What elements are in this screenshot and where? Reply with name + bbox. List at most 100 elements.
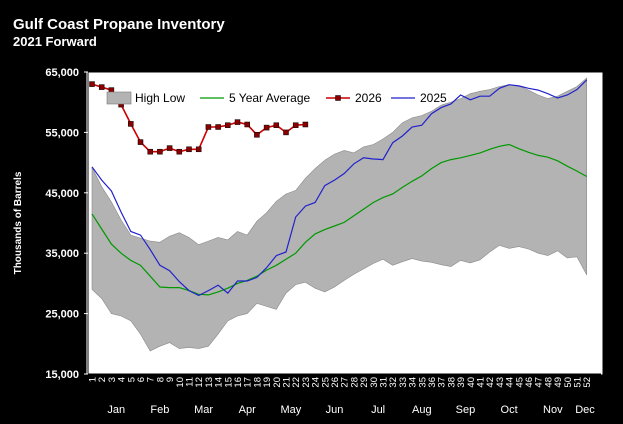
x-tick-label: 11 [185, 377, 196, 387]
legend-label-2026: 2026 [355, 91, 382, 105]
legend-label-2025: 2025 [420, 91, 447, 105]
x-tick-label: 20 [272, 377, 283, 388]
month-label: Jan [107, 404, 125, 416]
series-point-2026 [273, 122, 280, 128]
x-tick-label: 47 [534, 377, 545, 388]
y-tick-label: 45,000 [45, 188, 79, 200]
series-point-2026 [254, 132, 260, 138]
x-tick-label: 41 [476, 377, 487, 388]
legend-label-5-year-average: 5 Year Average [229, 91, 311, 105]
series-point-2026 [244, 121, 250, 128]
x-tick-label: 28 [349, 377, 360, 388]
month-label: Jul [371, 404, 385, 416]
y-axis: 15,000 25,000 35,000 45,000 55,000 65,000 [45, 67, 88, 381]
x-tick-label: 4 [117, 377, 128, 382]
series-point-2026 [166, 145, 173, 151]
series-point-2026 [137, 139, 144, 145]
x-tick-label: 25 [320, 377, 331, 388]
x-tick-label: 27 [340, 377, 351, 388]
series-point-2026 [147, 148, 153, 155]
x-tick-label: 37 [437, 377, 448, 388]
x-tick-label: 24 [311, 377, 322, 388]
series-point-2026 [292, 122, 299, 128]
x-tick-label: 1 [88, 377, 99, 382]
x-tick-label: 6 [136, 377, 147, 382]
series-point-2026 [186, 146, 192, 153]
x-tick-label: 7 [146, 377, 157, 382]
month-label: May [281, 404, 302, 416]
x-tick-label: 8 [155, 377, 166, 382]
x-tick-label: 32 [388, 377, 399, 388]
month-label: Jun [326, 404, 344, 416]
chart-title: Gulf Coast Propane Inventory [13, 16, 225, 33]
x-tick-label: 16 [233, 377, 244, 388]
legend-label-high-low: High Low [135, 91, 185, 105]
x-tick-label: 46 [524, 377, 535, 388]
legend-item-2026: 2026 [326, 91, 382, 105]
x-tick-label: 22 [291, 377, 302, 388]
x-tick-label: 45 [514, 377, 525, 388]
series-point-2026 [234, 119, 241, 125]
chart-subtitle: 2021 Forward [13, 34, 97, 49]
x-tick-label: 14 [214, 377, 225, 388]
x-tick-label: 52 [582, 377, 593, 388]
legend-item-2025: 2025 [391, 91, 447, 105]
month-label: Oct [501, 404, 518, 416]
month-label: Feb [150, 404, 169, 416]
series-point-2026 [157, 148, 163, 155]
x-tick-label: 29 [359, 377, 370, 388]
y-tick-label: 15,000 [45, 369, 79, 381]
x-tick-label: 49 [553, 377, 564, 388]
legend-swatch-high-low [106, 91, 132, 105]
x-tick-label: 13 [204, 377, 215, 388]
series-point-2026 [128, 121, 134, 127]
x-axis: 1234567891011121314151617181920212223242… [88, 374, 595, 416]
month-label: Nov [543, 404, 563, 416]
series-point-2026 [89, 81, 95, 87]
x-tick-label: 38 [446, 377, 457, 388]
month-label: Aug [412, 404, 432, 416]
x-tick-label: 44 [505, 377, 516, 388]
x-tick-label: 43 [495, 377, 506, 388]
x-tick-label: 40 [466, 377, 477, 388]
y-tick-label: 55,000 [45, 127, 79, 139]
x-tick-label: 39 [456, 377, 467, 388]
high-low-band [91, 77, 587, 352]
x-tick-label: 2 [97, 377, 108, 382]
legend-item-5-year-average: 5 Year Average [200, 91, 311, 105]
month-label: Sep [456, 404, 476, 416]
y-axis-label: Thousands of Barrels [13, 171, 24, 274]
series-point-2026 [176, 148, 183, 155]
x-tick-label: 12 [194, 377, 205, 388]
x-tick-label: 50 [563, 377, 574, 388]
x-tick-label: 31 [379, 377, 390, 388]
x-tick-label: 9 [165, 377, 176, 382]
x-tick-label: 51 [573, 377, 584, 388]
y-tick-label: 35,000 [45, 248, 79, 260]
series-point-2026 [215, 124, 221, 130]
x-tick-label: 21 [282, 377, 293, 388]
series-point-2026 [225, 122, 231, 128]
series-line-5-year-average [91, 143, 587, 296]
y-tick-label: 65,000 [45, 67, 79, 79]
x-tick-label: 33 [398, 377, 409, 388]
x-tick-label: 18 [252, 377, 263, 388]
x-tick-label: 26 [330, 377, 341, 388]
month-label: Mar [194, 404, 213, 416]
series-point-2026 [263, 124, 270, 131]
series-point-2026 [283, 129, 289, 136]
series-layer [89, 79, 588, 297]
x-tick-label: 23 [301, 377, 312, 388]
series-point-2026 [98, 84, 105, 90]
high-low-band-layer [91, 77, 587, 352]
x-tick-label: 48 [543, 377, 554, 388]
month-label: Dec [575, 404, 595, 416]
x-tick-label: 36 [427, 377, 438, 388]
y-tick-label: 25,000 [45, 309, 79, 321]
legend-marker-2026 [335, 95, 341, 101]
month-label: Apr [239, 404, 256, 416]
series-point-2026 [205, 124, 212, 130]
x-tick-label: 17 [243, 377, 254, 388]
